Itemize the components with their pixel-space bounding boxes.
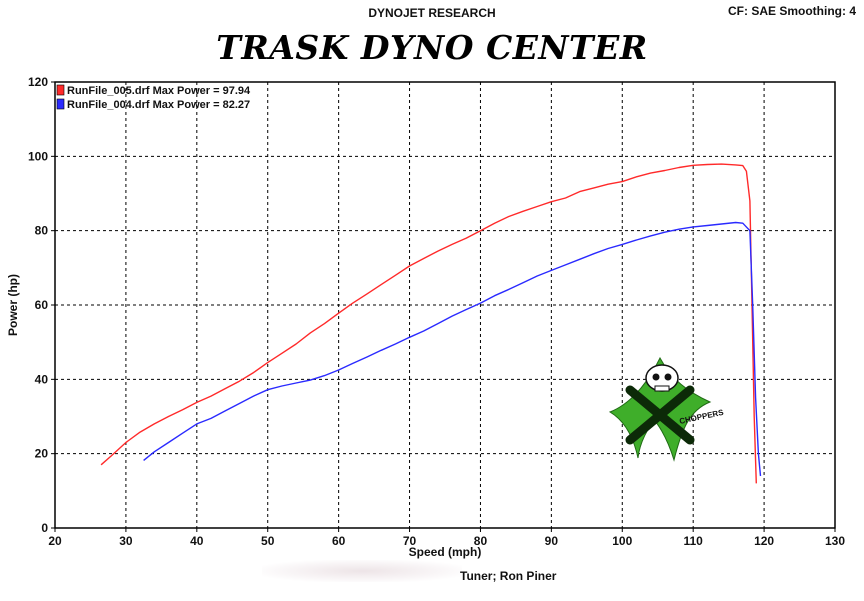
x-tick-label: 80 xyxy=(474,534,488,548)
correction-smoothing-label: CF: SAE Smoothing: 4 xyxy=(728,4,856,18)
tuner-label: Tuner; Ron Piner xyxy=(460,569,557,583)
x-tick-label: 50 xyxy=(261,534,275,548)
legend-entry: RunFile_005.drf Max Power = 97.94 xyxy=(67,85,251,97)
y-tick-label: 60 xyxy=(35,298,49,312)
x-axis-label: Speed (mph) xyxy=(409,545,482,559)
y-tick-label: 40 xyxy=(35,372,49,386)
x-tick-label: 130 xyxy=(825,534,845,548)
grid-layer xyxy=(55,82,835,528)
chart-title: TRASK DYNO CENTER xyxy=(216,28,648,67)
x-tick-label: 60 xyxy=(332,534,346,548)
x-tick-label: 30 xyxy=(119,534,133,548)
x-tick-label: 120 xyxy=(754,534,774,548)
header-brand: DYNOJET RESEARCH xyxy=(368,6,496,20)
y-tick-label: 0 xyxy=(41,521,48,535)
x-tick-label: 20 xyxy=(48,534,62,548)
series-line-runfile-004 xyxy=(143,221,762,477)
legend-entry: RunFile_004.drf Max Power = 82.27 xyxy=(67,99,250,111)
x-tick-label: 70 xyxy=(403,534,417,548)
choppers-logo: CHOPPERS xyxy=(608,356,725,462)
tick-layer: 20 30 40 50 60 70 80 90 100 110 120 130020406080100… xyxy=(28,75,845,548)
x-tick-label: 110 xyxy=(684,534,704,548)
x-tick-label: 90 xyxy=(545,534,559,548)
x-tick-label: 40 xyxy=(190,534,204,548)
series-line-runfile-005 xyxy=(100,163,757,484)
x-tick-label: 100 xyxy=(612,534,632,548)
y-tick-label: 20 xyxy=(35,447,49,461)
y-tick-label: 80 xyxy=(35,224,49,238)
smudge xyxy=(262,560,462,582)
legend-swatch xyxy=(56,84,65,96)
y-tick-label: 120 xyxy=(28,75,48,89)
y-tick-label: 100 xyxy=(28,149,48,163)
legend-swatch xyxy=(56,98,65,110)
series-layer xyxy=(100,163,762,484)
y-axis-label: Power (hp) xyxy=(6,274,20,336)
legend: RunFile_005.drf Max Power = 97.94 RunFile… xyxy=(56,84,251,111)
